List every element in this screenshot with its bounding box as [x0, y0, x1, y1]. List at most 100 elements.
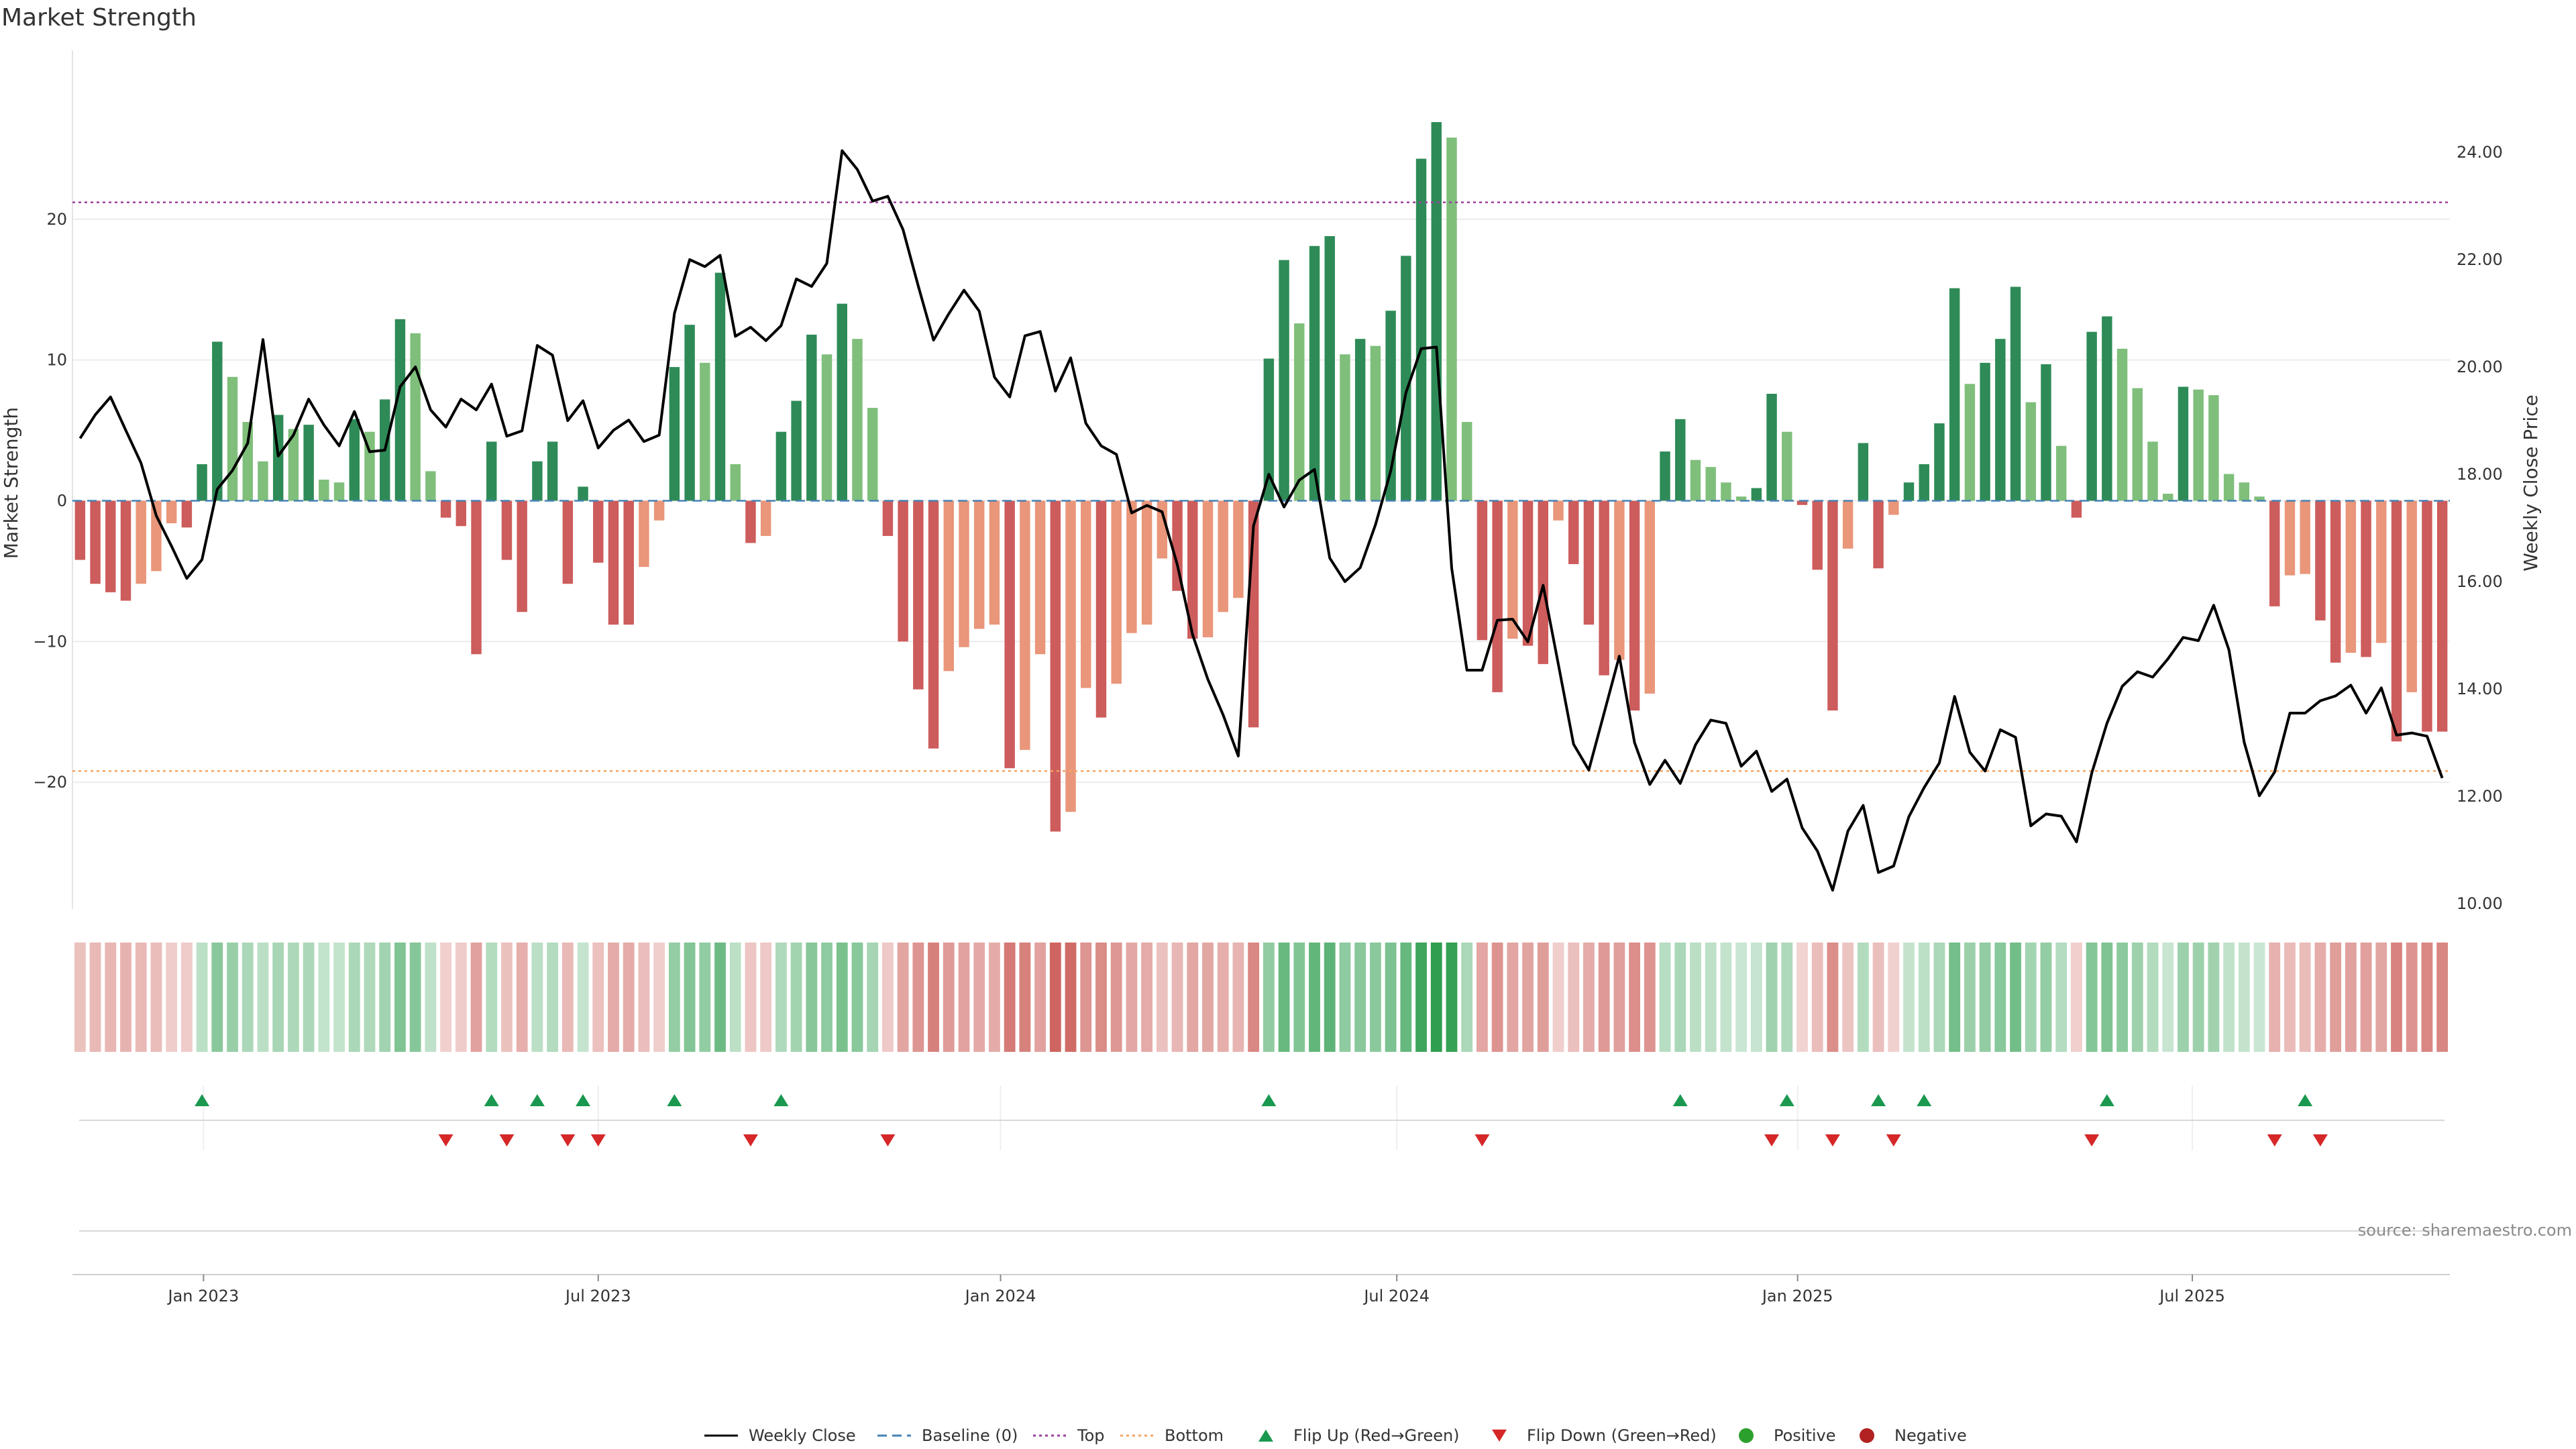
heat-cell-26: [470, 943, 482, 1052]
bar-1: [90, 500, 101, 584]
heat-cell-154: [2421, 943, 2433, 1052]
bar-134: [2116, 348, 2128, 501]
heat-cell-81: [1309, 943, 1320, 1052]
heat-cell-1: [89, 943, 101, 1052]
heat-cell-28: [501, 943, 513, 1052]
heat-cell-49: [821, 943, 833, 1052]
legend-entry-0: Weekly Close: [704, 1426, 856, 1445]
heat-cell-20: [379, 943, 391, 1052]
heat-cell-107: [1705, 943, 1717, 1052]
heat-cell-11: [241, 943, 254, 1052]
legend-label-2: Top: [1077, 1426, 1105, 1445]
heat-cell-4: [135, 943, 147, 1052]
heat-cell-108: [1720, 943, 1732, 1052]
bar-148: [2330, 500, 2341, 663]
heat-cell-155: [2436, 943, 2449, 1052]
bar-65: [1065, 500, 1076, 812]
bar-14: [288, 429, 299, 501]
heat-cell-119: [1888, 943, 1900, 1052]
bar-54: [898, 500, 908, 642]
bar-83: [1340, 354, 1350, 501]
heat-cell-57: [943, 943, 955, 1052]
bar-8: [197, 464, 207, 501]
heat-cell-104: [1659, 943, 1671, 1052]
flip-up-marker-7: [1672, 1094, 1688, 1106]
bar-124: [1964, 384, 1976, 501]
bar-70: [1141, 500, 1152, 625]
flip-up-marker-12: [2298, 1094, 2313, 1106]
heat-cell-32: [561, 943, 574, 1052]
bar-56: [928, 500, 939, 749]
bar-142: [2239, 482, 2250, 501]
y2-tick-label-6: 12.00: [2457, 787, 2503, 806]
heat-cell-116: [1842, 943, 1854, 1052]
flip-up-marker-8: [1779, 1094, 1794, 1106]
heat-cell-142: [2238, 943, 2250, 1052]
heat-cell-80: [1293, 943, 1305, 1052]
bar-130: [2055, 445, 2067, 501]
flip-up-marker-3: [576, 1094, 591, 1106]
heat-cell-10: [227, 943, 238, 1052]
flip-down-marker-4: [743, 1134, 758, 1146]
heat-cell-58: [958, 943, 970, 1052]
bar-89: [1431, 122, 1442, 501]
bar-91: [1461, 421, 1472, 501]
bar-92: [1477, 500, 1488, 641]
heat-cell-86: [1385, 943, 1397, 1052]
flip-up-marker-6: [1261, 1094, 1277, 1106]
heat-cell-134: [2116, 943, 2128, 1052]
flip-up-marker-10: [1917, 1094, 1932, 1106]
bar-64: [1050, 500, 1061, 832]
bar-140: [2208, 395, 2219, 501]
bar-15: [303, 425, 314, 501]
bar-41: [700, 362, 710, 501]
legend-swatch-flip-down: [1492, 1430, 1507, 1442]
bar-123: [1949, 288, 1960, 501]
heat-cell-40: [684, 943, 696, 1052]
bar-7: [181, 500, 193, 528]
flip-down-marker-7: [1764, 1134, 1780, 1146]
heat-cell-152: [2391, 943, 2402, 1052]
bar-87: [1401, 256, 1411, 501]
flip-markers-panel: [79, 1085, 2445, 1232]
legend-entry-7: Negative: [1860, 1426, 1967, 1445]
heat-cell-118: [1872, 943, 1884, 1052]
bar-33: [578, 486, 588, 501]
y-tick-label-3: −10: [33, 632, 67, 651]
bar-136: [2147, 441, 2158, 501]
bar-100: [1599, 500, 1609, 676]
y-axis-ticks: 20 10 0 −10 −20: [33, 210, 67, 792]
heat-cell-72: [1171, 943, 1183, 1052]
bar-95: [1522, 500, 1534, 646]
heat-cell-133: [2101, 943, 2113, 1052]
heat-cell-139: [2192, 943, 2204, 1052]
y-axis-title: Market Strength: [0, 407, 22, 559]
bar-36: [623, 500, 634, 625]
heat-cell-48: [806, 943, 818, 1052]
bar-150: [2361, 500, 2371, 657]
heat-cell-109: [1735, 943, 1748, 1052]
heat-cell-38: [653, 943, 665, 1052]
heat-cell-123: [1949, 943, 1961, 1052]
heat-cell-137: [2162, 943, 2174, 1052]
heat-cell-69: [1126, 943, 1138, 1052]
heat-cell-92: [1477, 943, 1488, 1052]
bar-88: [1415, 158, 1427, 501]
bar-127: [2010, 286, 2021, 501]
legend-label-3: Bottom: [1165, 1426, 1224, 1445]
bar-57: [943, 500, 955, 672]
heat-cell-144: [2269, 943, 2281, 1052]
bar-61: [1004, 500, 1015, 769]
heat-cell-76: [1232, 943, 1244, 1052]
heat-cell-87: [1400, 943, 1412, 1052]
heat-cell-103: [1644, 943, 1656, 1052]
legend: Weekly Close Baseline (0) Top Bottom Flip Up…: [704, 1426, 1967, 1445]
flip-down-marker-8: [1825, 1134, 1840, 1146]
heat-cell-22: [409, 943, 421, 1052]
legend-label-4: Flip Up (Red→Green): [1293, 1426, 1460, 1445]
bar-2: [105, 500, 116, 592]
heat-cell-18: [348, 943, 360, 1052]
bar-66: [1081, 500, 1091, 688]
bar-118: [1873, 500, 1884, 569]
bar-29: [517, 500, 527, 612]
